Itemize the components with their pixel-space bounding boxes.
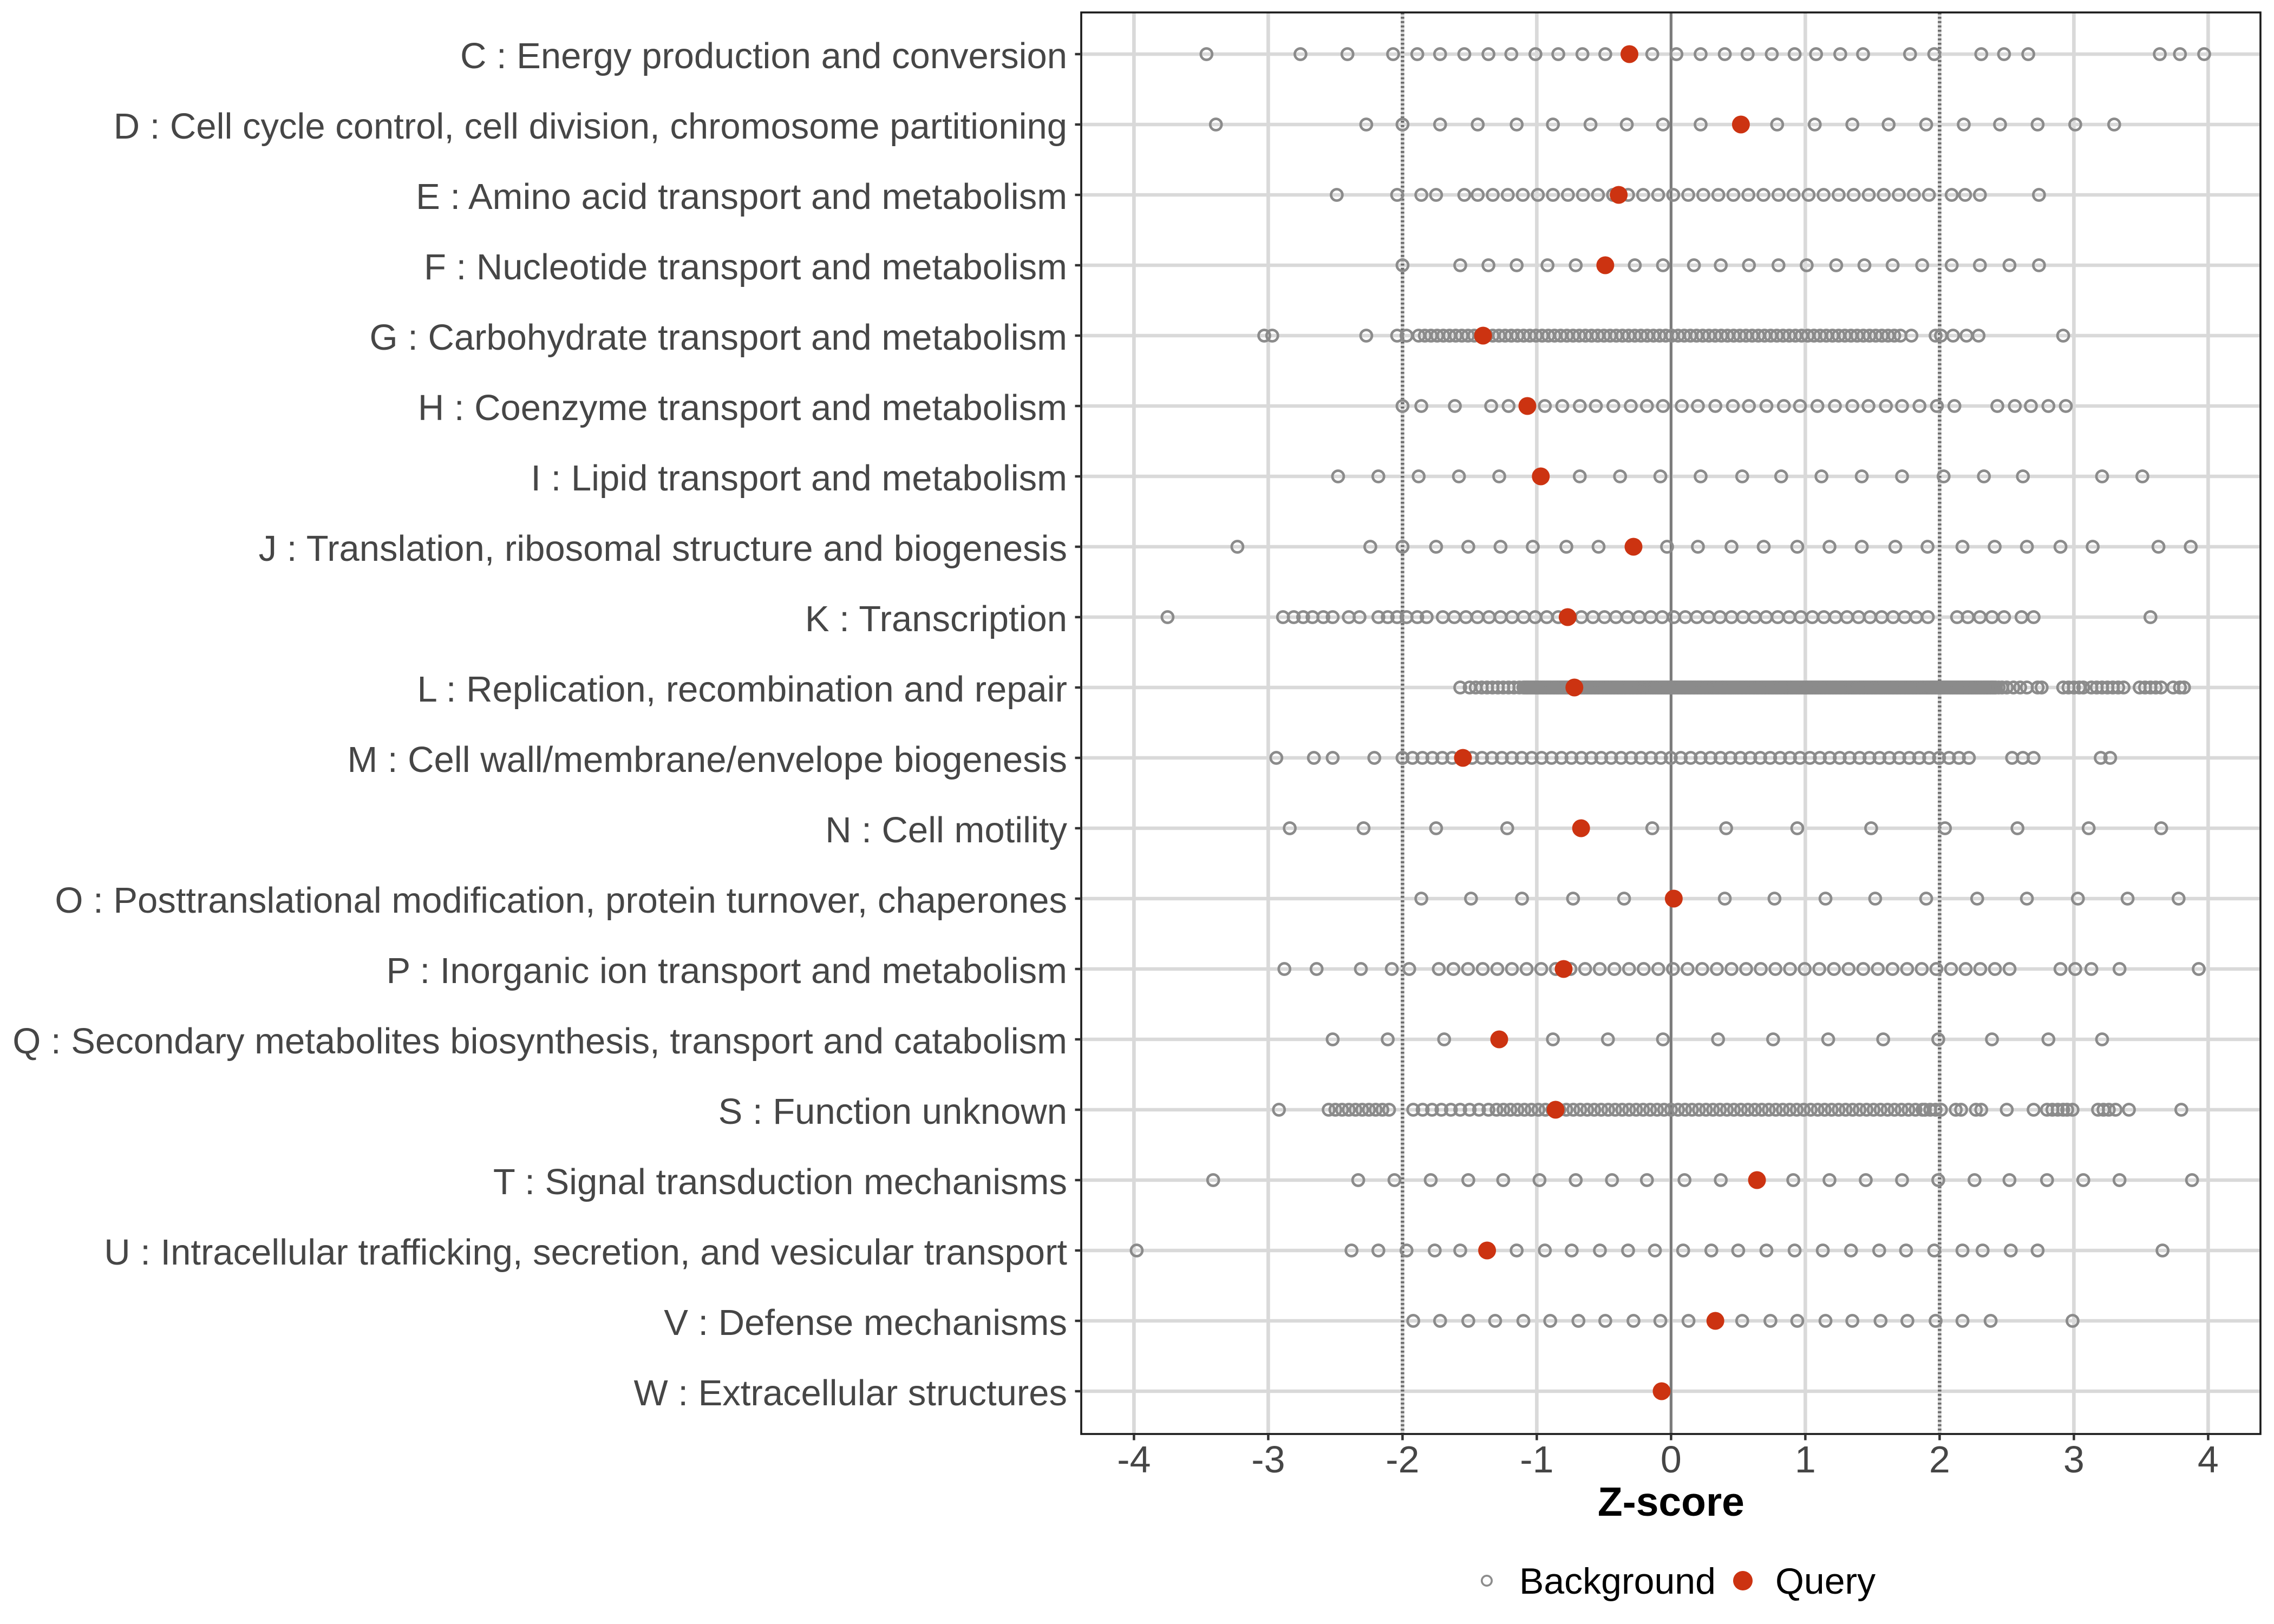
svg-text:Z-score: Z-score [1598, 1479, 1744, 1524]
svg-text:2: 2 [1929, 1438, 1950, 1481]
svg-text:N : Cell motility: N : Cell motility [825, 810, 1067, 850]
svg-text:J : Translation, ribosomal str: J : Translation, ribosomal structure and… [259, 528, 1067, 569]
svg-text:D : Cell cycle control, cell d: D : Cell cycle control, cell division, c… [114, 106, 1067, 147]
svg-text:F : Nucleotide transport and m: F : Nucleotide transport and metabolism [424, 247, 1067, 287]
svg-text:-4: -4 [1117, 1438, 1151, 1481]
svg-text:Background: Background [1519, 1561, 1716, 1602]
svg-text:-3: -3 [1251, 1438, 1285, 1481]
svg-text:4: 4 [2198, 1438, 2219, 1481]
svg-text:P : Inorganic ion transport an: P : Inorganic ion transport and metaboli… [386, 951, 1067, 991]
svg-text:3: 3 [2063, 1438, 2084, 1481]
svg-text:V : Defense mechanisms: V : Defense mechanisms [664, 1302, 1067, 1343]
svg-text:G : Carbohydrate transport and: G : Carbohydrate transport and metabolis… [369, 317, 1067, 358]
svg-text:Q : Secondary metabolites bios: Q : Secondary metabolites biosynthesis, … [12, 1021, 1067, 1062]
svg-text:-2: -2 [1386, 1438, 1419, 1481]
svg-text:Query: Query [1775, 1561, 1876, 1602]
svg-text:C : Energy production and conv: C : Energy production and conversion [460, 36, 1067, 76]
svg-text:M : Cell wall/membrane/envelop: M : Cell wall/membrane/envelope biogenes… [348, 739, 1068, 780]
svg-text:U : Intracellular trafficking,: U : Intracellular trafficking, secretion… [104, 1232, 1067, 1273]
svg-text:T : Signal transduction mechan: T : Signal transduction mechanisms [493, 1162, 1067, 1202]
svg-text:L : Replication, recombination: L : Replication, recombination and repai… [417, 669, 1067, 710]
svg-text:K : Transcription: K : Transcription [805, 599, 1067, 639]
svg-text:E : Amino acid transport and m: E : Amino acid transport and metabolism [416, 176, 1067, 217]
svg-text:S : Function unknown: S : Function unknown [718, 1091, 1067, 1132]
svg-text:I : Lipid transport and metabo: I : Lipid transport and metabolism [531, 458, 1067, 499]
svg-text:W : Extracellular structures: W : Extracellular structures [634, 1373, 1067, 1413]
svg-text:0: 0 [1661, 1438, 1682, 1481]
svg-text:1: 1 [1795, 1438, 1816, 1481]
svg-text:H : Coenzyme transport and met: H : Coenzyme transport and metabolism [418, 388, 1067, 428]
svg-text:-1: -1 [1520, 1438, 1553, 1481]
svg-text:O : Posttranslational modifica: O : Posttranslational modification, prot… [55, 880, 1067, 921]
